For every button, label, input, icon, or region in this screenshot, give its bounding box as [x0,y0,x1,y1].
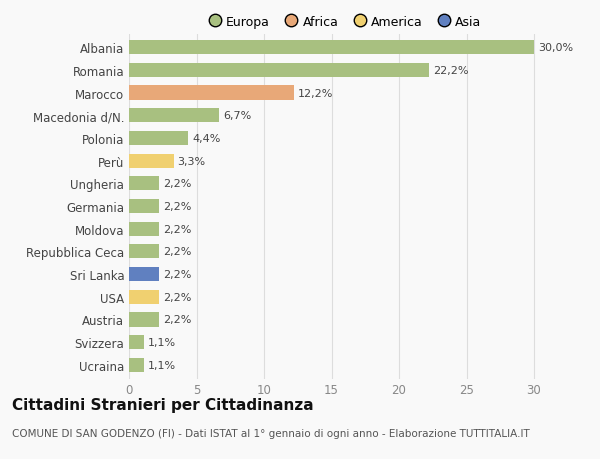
Text: 2,2%: 2,2% [163,292,191,302]
Bar [129,177,158,191]
Bar [129,41,534,55]
Text: Cittadini Stranieri per Cittadinanza: Cittadini Stranieri per Cittadinanza [12,397,314,412]
Text: 1,1%: 1,1% [148,360,176,370]
Bar [129,268,158,281]
Text: 6,7%: 6,7% [223,111,252,121]
Text: 1,1%: 1,1% [148,337,176,347]
Bar [129,64,428,78]
Legend: Europa, Africa, America, Asia: Europa, Africa, America, Asia [203,11,487,34]
Text: 30,0%: 30,0% [538,43,573,53]
Bar [129,290,158,304]
Bar [129,154,173,168]
Bar [129,245,158,259]
Text: 2,2%: 2,2% [163,202,191,212]
Bar [129,86,294,101]
Text: COMUNE DI SAN GODENZO (FI) - Dati ISTAT al 1° gennaio di ogni anno - Elaborazion: COMUNE DI SAN GODENZO (FI) - Dati ISTAT … [12,428,530,438]
Bar [129,200,158,213]
Text: 4,4%: 4,4% [193,134,221,144]
Text: 3,3%: 3,3% [178,156,206,166]
Text: 2,2%: 2,2% [163,247,191,257]
Bar [129,222,158,236]
Bar [129,358,144,372]
Text: 12,2%: 12,2% [298,88,333,98]
Text: 2,2%: 2,2% [163,269,191,280]
Bar [129,336,144,349]
Bar [129,313,158,327]
Text: 2,2%: 2,2% [163,179,191,189]
Text: 2,2%: 2,2% [163,224,191,234]
Text: 22,2%: 22,2% [433,66,468,76]
Text: 2,2%: 2,2% [163,315,191,325]
Bar [129,132,188,146]
Bar [129,109,220,123]
